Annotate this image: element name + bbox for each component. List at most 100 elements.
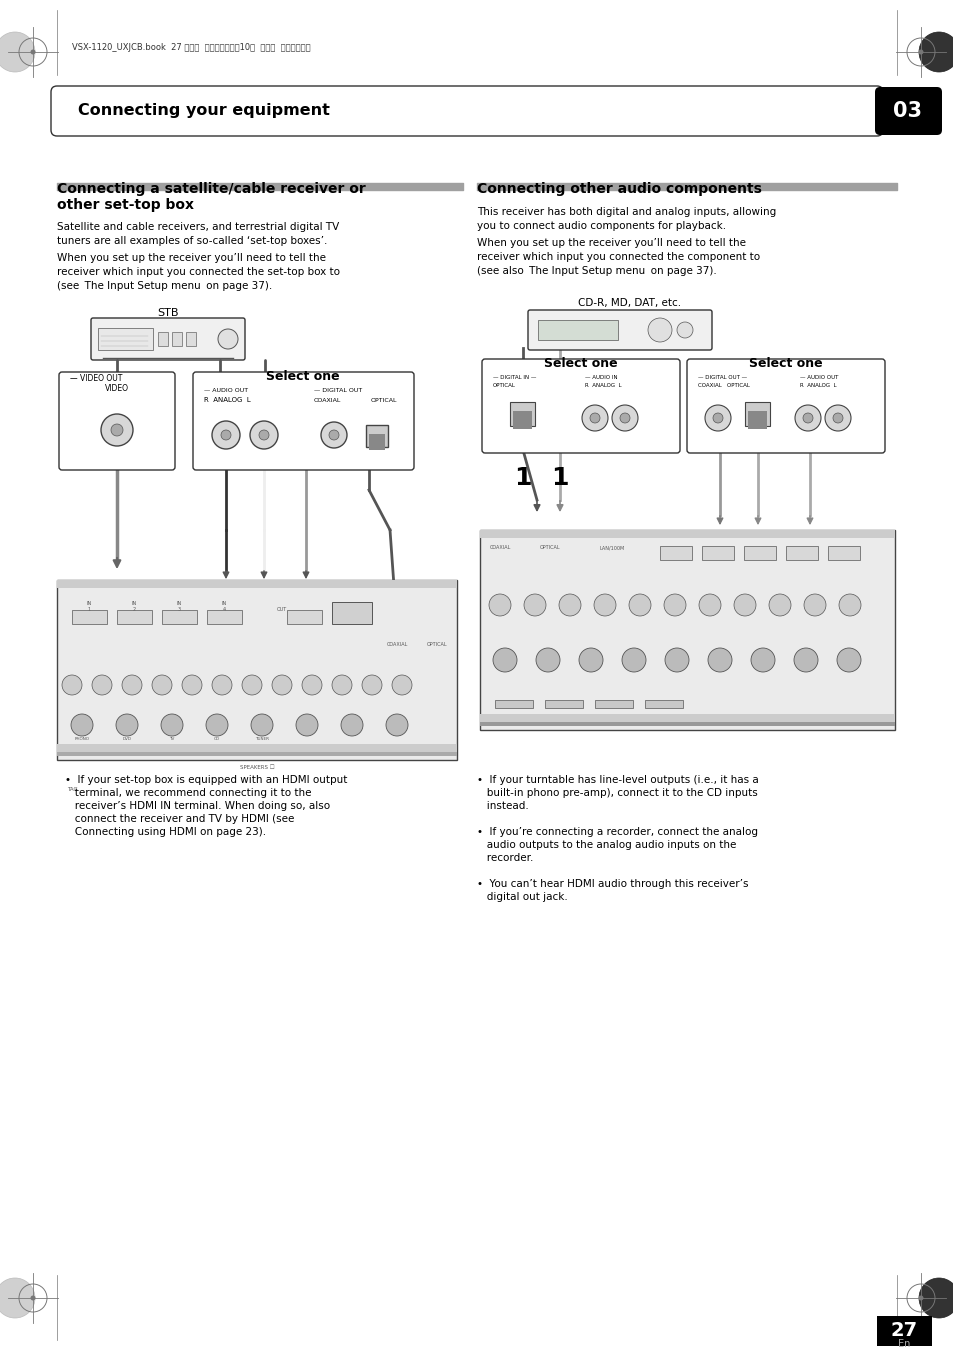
Text: IN
1: IN 1 — [87, 601, 91, 612]
Circle shape — [918, 50, 923, 54]
Circle shape — [71, 714, 92, 736]
Text: receiver which input you connected the set-top box to: receiver which input you connected the s… — [57, 267, 339, 277]
Text: — DIGITAL IN —: — DIGITAL IN — — [493, 375, 536, 379]
Bar — [743, 545, 775, 560]
Text: When you set up the receiver you’ll need to tell the: When you set up the receiver you’ll need… — [57, 252, 326, 263]
Circle shape — [332, 675, 352, 695]
Bar — [57, 580, 456, 760]
Text: When you set up the receiver you’ll need to tell the: When you set up the receiver you’ll need… — [476, 238, 745, 248]
FancyBboxPatch shape — [874, 86, 941, 135]
Circle shape — [212, 675, 232, 695]
Circle shape — [30, 1296, 35, 1300]
Bar — [57, 752, 456, 756]
Bar — [659, 545, 691, 560]
Text: digital out jack.: digital out jack. — [476, 892, 567, 902]
Text: — VIDEO OUT: — VIDEO OUT — [70, 374, 122, 383]
Bar — [186, 332, 195, 346]
Bar — [117, 610, 152, 624]
Text: VSX-1120_UXJCB.book  27 ページ  ２０１０年３月10日  水曜日  午後２時２分: VSX-1120_UXJCB.book 27 ページ ２０１０年３月10日 水曜… — [71, 42, 311, 51]
Circle shape — [221, 431, 231, 440]
Circle shape — [712, 413, 722, 423]
Text: •  You can’t hear HDMI audio through this receiver’s: • You can’t hear HDMI audio through this… — [476, 879, 748, 890]
FancyBboxPatch shape — [91, 319, 245, 360]
Circle shape — [91, 675, 112, 695]
Circle shape — [628, 594, 650, 616]
Circle shape — [794, 405, 821, 431]
Bar — [98, 328, 152, 350]
Circle shape — [182, 675, 202, 695]
Text: IN
4: IN 4 — [221, 601, 227, 612]
Text: Connecting your equipment: Connecting your equipment — [78, 104, 330, 119]
Circle shape — [250, 421, 277, 450]
Text: Connecting other audio components: Connecting other audio components — [476, 182, 761, 196]
Text: En: En — [897, 1339, 909, 1349]
Text: STB: STB — [157, 308, 178, 319]
Circle shape — [62, 675, 82, 695]
FancyBboxPatch shape — [481, 359, 679, 454]
Circle shape — [663, 594, 685, 616]
Text: tuners are all examples of so-called ‘set-top boxes’.: tuners are all examples of so-called ‘se… — [57, 236, 327, 246]
Circle shape — [272, 675, 292, 695]
Circle shape — [803, 594, 825, 616]
Circle shape — [329, 431, 338, 440]
Text: LAN/100M: LAN/100M — [341, 608, 362, 612]
Bar — [207, 610, 242, 624]
Text: built-in phono pre-amp), connect it to the CD inputs: built-in phono pre-amp), connect it to t… — [476, 788, 757, 798]
Bar — [537, 320, 618, 340]
Circle shape — [122, 675, 142, 695]
Text: IN
3: IN 3 — [176, 601, 181, 612]
Circle shape — [802, 413, 812, 423]
Text: TAG: TAG — [67, 787, 77, 792]
Bar — [644, 701, 682, 707]
Text: IN
2: IN 2 — [132, 601, 136, 612]
Circle shape — [116, 714, 138, 736]
Circle shape — [836, 648, 861, 672]
Circle shape — [0, 32, 35, 72]
Text: R  ANALOG  L: R ANALOG L — [800, 383, 836, 387]
Text: other set-top box: other set-top box — [57, 198, 193, 212]
Text: OPTICAL: OPTICAL — [493, 383, 516, 387]
Circle shape — [392, 675, 412, 695]
Circle shape — [161, 714, 183, 736]
Text: OUT: OUT — [276, 608, 287, 612]
Text: audio outputs to the analog audio inputs on the: audio outputs to the analog audio inputs… — [476, 840, 736, 850]
Bar — [495, 701, 533, 707]
Circle shape — [699, 594, 720, 616]
Circle shape — [793, 648, 817, 672]
Bar — [747, 410, 766, 429]
Circle shape — [523, 594, 545, 616]
Circle shape — [677, 323, 692, 338]
Circle shape — [558, 594, 580, 616]
Bar — [544, 701, 582, 707]
Circle shape — [707, 648, 731, 672]
Text: OPTICAL: OPTICAL — [539, 545, 560, 549]
Circle shape — [578, 648, 602, 672]
Circle shape — [838, 594, 861, 616]
Bar — [479, 531, 894, 730]
Circle shape — [386, 714, 408, 736]
Text: Select one: Select one — [266, 370, 339, 383]
Circle shape — [212, 421, 240, 450]
Circle shape — [824, 405, 850, 431]
Text: (see also  The Input Setup menu  on page 37).: (see also The Input Setup menu on page 3… — [476, 266, 716, 275]
Text: (see  The Input Setup menu  on page 37).: (see The Input Setup menu on page 37). — [57, 281, 272, 292]
Text: terminal, we recommend connecting it to the: terminal, we recommend connecting it to … — [65, 788, 312, 798]
Bar — [595, 701, 633, 707]
Text: — AUDIO OUT: — AUDIO OUT — [800, 375, 838, 379]
Bar — [827, 545, 859, 560]
Text: receiver which input you connected the component to: receiver which input you connected the c… — [476, 252, 760, 262]
Text: R  ANALOG  L: R ANALOG L — [584, 383, 621, 387]
Text: Satellite and cable receivers, and terrestrial digital TV: Satellite and cable receivers, and terre… — [57, 221, 339, 232]
FancyBboxPatch shape — [527, 310, 711, 350]
Text: •  If your turntable has line-level outputs (i.e., it has a: • If your turntable has line-level outpu… — [476, 775, 758, 784]
Circle shape — [704, 405, 730, 431]
Text: Connecting a satellite/cable receiver or: Connecting a satellite/cable receiver or — [57, 182, 365, 196]
Bar — [479, 531, 894, 539]
Bar — [57, 580, 456, 589]
Text: •  If you’re connecting a recorder, connect the analog: • If you’re connecting a recorder, conne… — [476, 828, 758, 837]
Text: 27: 27 — [889, 1322, 917, 1341]
Circle shape — [594, 594, 616, 616]
Bar — [162, 610, 196, 624]
Text: CD: CD — [213, 737, 220, 741]
Bar — [71, 610, 107, 624]
